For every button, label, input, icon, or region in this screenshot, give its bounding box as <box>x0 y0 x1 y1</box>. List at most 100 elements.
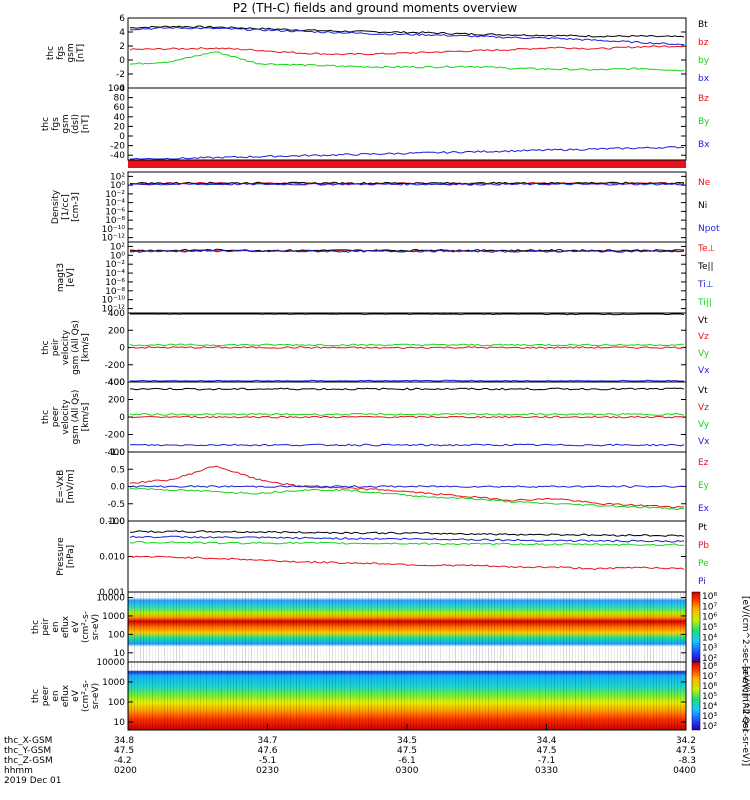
y-tick-label: 0.5 <box>111 465 125 475</box>
spectrogram-streak <box>179 592 180 662</box>
spectrogram-streak <box>191 662 192 730</box>
spectrogram-streak <box>458 662 459 730</box>
y-tick-label: 10⁻² <box>105 260 125 270</box>
spectrogram-streak <box>596 662 597 730</box>
spectrogram-streak <box>611 662 612 730</box>
spectrogram-streak <box>536 662 537 730</box>
spectrogram-streak <box>383 662 384 730</box>
spectrogram-streak <box>428 592 429 662</box>
spectrogram-streak <box>413 592 414 662</box>
legend-entry: Pb <box>698 541 709 551</box>
y-tick-label: -200 <box>105 431 126 441</box>
spectrogram-streak <box>662 592 663 662</box>
spectrogram-streak <box>440 662 441 730</box>
spectrogram-streak <box>188 592 189 662</box>
y-tick-label: 10⁰ <box>110 251 125 261</box>
spectrogram-streak <box>467 662 468 730</box>
y-tick-label: 10 <box>114 718 126 728</box>
spectrogram-streak <box>146 592 147 662</box>
spectrogram-streak <box>380 592 381 662</box>
bottom-axis-value: 0400 <box>673 766 696 776</box>
spectrogram-streak <box>680 662 681 730</box>
spectrogram-streak <box>404 662 405 730</box>
spectrogram-streak <box>509 662 510 730</box>
spectrogram-streak <box>626 592 627 662</box>
colorbar-tick-label: 10⁷ <box>702 672 717 682</box>
y-axis-label-line: gsm (All Qs) <box>71 320 81 375</box>
spectrogram-streak <box>608 592 609 662</box>
spectrogram-streak <box>152 592 153 662</box>
panel-frame <box>127 241 687 314</box>
y-tick-label: 10⁻¹⁰ <box>102 296 126 306</box>
spectrogram-streak <box>494 592 495 662</box>
spectrogram-streak <box>281 592 282 662</box>
spectrogram-streak <box>650 662 651 730</box>
spectrogram-streak <box>602 592 603 662</box>
bottom-axis-value: -5.1 <box>258 756 277 766</box>
spectrogram-streak <box>317 662 318 730</box>
colorbar-tick-label: 10⁴ <box>702 633 717 643</box>
spectrogram-streak <box>272 662 273 730</box>
spectrogram-streak <box>281 662 282 730</box>
legend-entry: Npot <box>698 224 720 234</box>
spectrogram-streak <box>530 662 531 730</box>
spectrogram-streak <box>518 592 519 662</box>
legend-entry: Ni <box>698 201 707 211</box>
spectrogram-streak <box>359 662 360 730</box>
spectrogram-streak <box>242 592 243 662</box>
y-tick-label: 10² <box>110 242 125 252</box>
spectrogram-streak <box>266 662 267 730</box>
spectrogram-streak <box>320 592 321 662</box>
colorbar-tick-label: 10⁸ <box>702 662 717 672</box>
spectrogram-streak <box>476 662 477 730</box>
spectrogram-streak <box>590 592 591 662</box>
spectrogram-streak <box>524 662 525 730</box>
spectrogram-streak <box>530 592 531 662</box>
y-tick-label: -400 <box>105 378 126 388</box>
y-axis-label-line: gsm <box>66 43 76 62</box>
spectrogram-streak <box>269 592 270 662</box>
spectrogram-streak <box>641 592 642 662</box>
spectrogram-streak <box>464 592 465 662</box>
y-tick-label: 0 <box>119 413 125 423</box>
spectrogram-streak <box>521 592 522 662</box>
spectrogram-streak <box>329 662 330 730</box>
spectrogram-streak <box>338 592 339 662</box>
spectrogram-streak <box>386 662 387 730</box>
spectrogram-streak <box>563 662 564 730</box>
legend-entry: Ez <box>698 458 709 468</box>
spectrogram-streak <box>326 662 327 730</box>
y-axis-label-line: velocity <box>61 399 71 435</box>
y-axis-label-line: [nT] <box>76 44 86 62</box>
series-line-Pb <box>129 555 685 571</box>
spectrogram-streak <box>548 662 549 730</box>
spectrogram-streak <box>284 592 285 662</box>
spectrogram-streak <box>638 592 639 662</box>
legend-entry: Vz <box>698 403 709 413</box>
y-tick-label: 200 <box>108 326 125 336</box>
bottom-axis-value: -6.1 <box>398 756 416 766</box>
series-line-Pt <box>129 530 685 537</box>
y-axis-label-line: [km/s] <box>81 333 91 362</box>
spectrogram-streak <box>482 592 483 662</box>
y-axis-label-line: peer <box>51 406 61 427</box>
spectrogram-streak <box>143 662 144 730</box>
spectrogram-streak <box>503 592 504 662</box>
spectrogram-streak <box>509 592 510 662</box>
spectrogram-streak <box>584 592 585 662</box>
series-line-Ez <box>129 465 685 509</box>
spectrogram-streak <box>503 662 504 730</box>
spectrogram-streak <box>170 662 171 730</box>
spectrogram-streak <box>248 662 249 730</box>
panel-frame <box>127 87 687 161</box>
spectrogram-streak <box>182 592 183 662</box>
spectrogram-1 <box>128 592 686 662</box>
y-axis-label-line: [1/cc] <box>61 194 71 220</box>
spectrogram-streak <box>431 592 432 662</box>
spectrogram-streak <box>374 662 375 730</box>
bottom-axis-value: 0230 <box>256 766 279 776</box>
spectrogram-streak <box>635 662 636 730</box>
y-axis-label-line: gsm <box>61 114 71 133</box>
legend-entry: Vy <box>698 349 710 359</box>
y-tick-label: 4 <box>119 28 125 38</box>
